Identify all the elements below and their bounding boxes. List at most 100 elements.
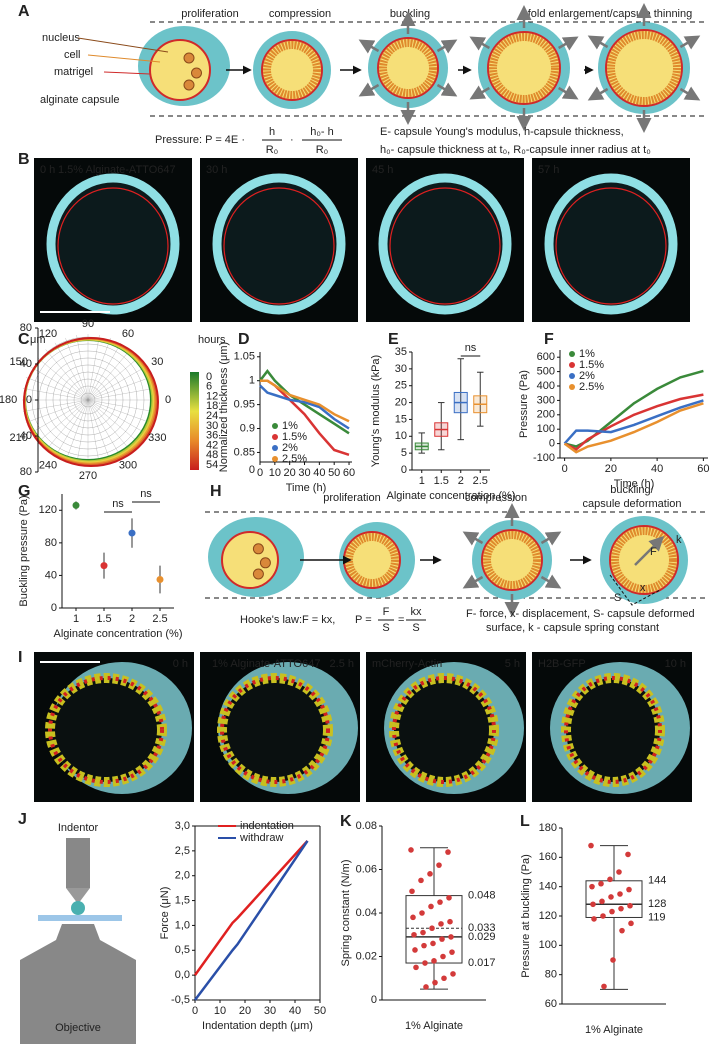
legend-label: 1% — [282, 420, 298, 432]
point — [408, 847, 414, 853]
time-label: 0 h — [173, 658, 188, 670]
y-tick-label: 500 — [537, 366, 555, 378]
step-label: fold enlargement/capsule thinning — [528, 8, 693, 20]
formula: h — [269, 126, 275, 138]
polar-spoke — [22, 399, 89, 412]
legend-swatch — [272, 456, 278, 462]
annotation: ns — [112, 498, 124, 510]
x-tick-label: 30 — [298, 467, 310, 479]
legend-text: h₀- capsule thickness at t₀, R₀-capsule … — [380, 144, 651, 156]
angle-label: 120 — [39, 328, 57, 340]
point — [608, 894, 614, 900]
point — [410, 914, 416, 921]
polar-spoke — [22, 388, 89, 401]
box — [585, 880, 643, 918]
polar-spoke — [76, 399, 89, 466]
angle-label: 210 — [10, 432, 28, 444]
x-tick-label: 40 — [313, 467, 325, 479]
point — [430, 940, 436, 947]
colorbar-tick: 0 — [206, 371, 212, 383]
cell — [259, 557, 271, 569]
legend-label: 2.5% — [579, 381, 604, 393]
pointer — [87, 54, 161, 63]
point — [448, 934, 454, 940]
r-tick-label: 80 — [20, 322, 32, 334]
time-label: 10 h — [665, 658, 686, 670]
x-axis-label: Indentation depth (μm) — [202, 1020, 313, 1032]
panel-letter: E — [388, 331, 399, 348]
polar-spoke — [54, 399, 89, 458]
capsule-ring — [212, 173, 346, 315]
symbol: k — [676, 534, 682, 546]
cell — [191, 67, 202, 79]
y-tick-label: 0.06 — [356, 863, 377, 875]
legend-swatch — [272, 434, 278, 440]
y-tick-label: 30 — [395, 363, 407, 375]
x-tick-label: 0 — [562, 463, 568, 475]
x-tick-label: 10 — [214, 1005, 226, 1017]
point — [72, 501, 80, 509]
step-label: capsule deformation — [582, 498, 681, 510]
polar-spoke — [65, 399, 89, 463]
y-tick-label: 400 — [537, 380, 555, 392]
panel-letter: A — [18, 3, 30, 20]
y-tick-label: 0 — [371, 994, 377, 1006]
y-tick-label: 180 — [539, 822, 557, 834]
time-label: 5 h — [505, 658, 520, 670]
r-tick-label: 40 — [20, 358, 32, 370]
objective-label: Objective — [55, 1022, 101, 1034]
y-tick-label: 600 — [537, 351, 555, 363]
y-axis-label: Buckling pressure (Pa) — [18, 495, 30, 606]
arrow — [462, 574, 484, 589]
cell — [252, 568, 264, 580]
x-axis-label: Time (h) — [286, 482, 327, 494]
stat-label: 119 — [648, 911, 666, 923]
bead — [71, 901, 85, 915]
point — [588, 842, 594, 849]
colorbar-tick: 24 — [206, 410, 218, 422]
colorbar-tick: 36 — [206, 430, 218, 442]
stain-label: 1% Alginate-ATTO647 — [212, 658, 320, 670]
y-tick-label: 200 — [537, 409, 555, 421]
legend-label: 1.5% — [579, 359, 604, 371]
x-axis-label: Time (h) — [614, 478, 655, 490]
point — [413, 964, 419, 971]
point — [616, 869, 622, 875]
panel-letter: K — [340, 813, 352, 830]
y-tick-label: 80 — [545, 969, 557, 981]
panel-letter: H — [210, 483, 222, 500]
arrow — [679, 35, 701, 50]
x-tick-label: 30 — [264, 1005, 276, 1017]
indentor — [66, 838, 90, 888]
point — [450, 971, 456, 977]
panel-letter: J — [18, 811, 27, 828]
polar-spoke — [87, 399, 146, 434]
y-tick-label: 0.02 — [356, 950, 377, 962]
panel-letter: G — [18, 483, 30, 500]
point — [156, 576, 164, 583]
point — [590, 901, 596, 908]
legend-label: indentation — [240, 820, 294, 832]
point — [446, 894, 452, 901]
panel-letter: C — [18, 331, 30, 348]
x-tick-label: 60 — [697, 463, 709, 475]
legend-label: withdraw — [239, 832, 283, 844]
x-tick-label: 20 — [284, 467, 296, 479]
stat-label: 144 — [648, 875, 666, 887]
time-label: 0 h — [40, 164, 55, 176]
cell-layer — [607, 31, 681, 105]
x-axis-label: Alginate concentration (%) — [386, 490, 515, 502]
angle-label: 300 — [119, 460, 137, 472]
polar-spoke — [30, 399, 89, 434]
panel-letter: F — [544, 331, 554, 348]
arrow — [679, 86, 701, 101]
x-tick-label: 1.5 — [96, 613, 111, 625]
x-tick-label: 2.5 — [152, 613, 167, 625]
arrow — [469, 85, 490, 100]
capsule-ring — [544, 173, 678, 315]
point — [438, 921, 444, 927]
polar-spoke — [87, 399, 151, 423]
cell — [252, 543, 264, 555]
matrigel — [221, 531, 279, 589]
point — [626, 886, 632, 893]
